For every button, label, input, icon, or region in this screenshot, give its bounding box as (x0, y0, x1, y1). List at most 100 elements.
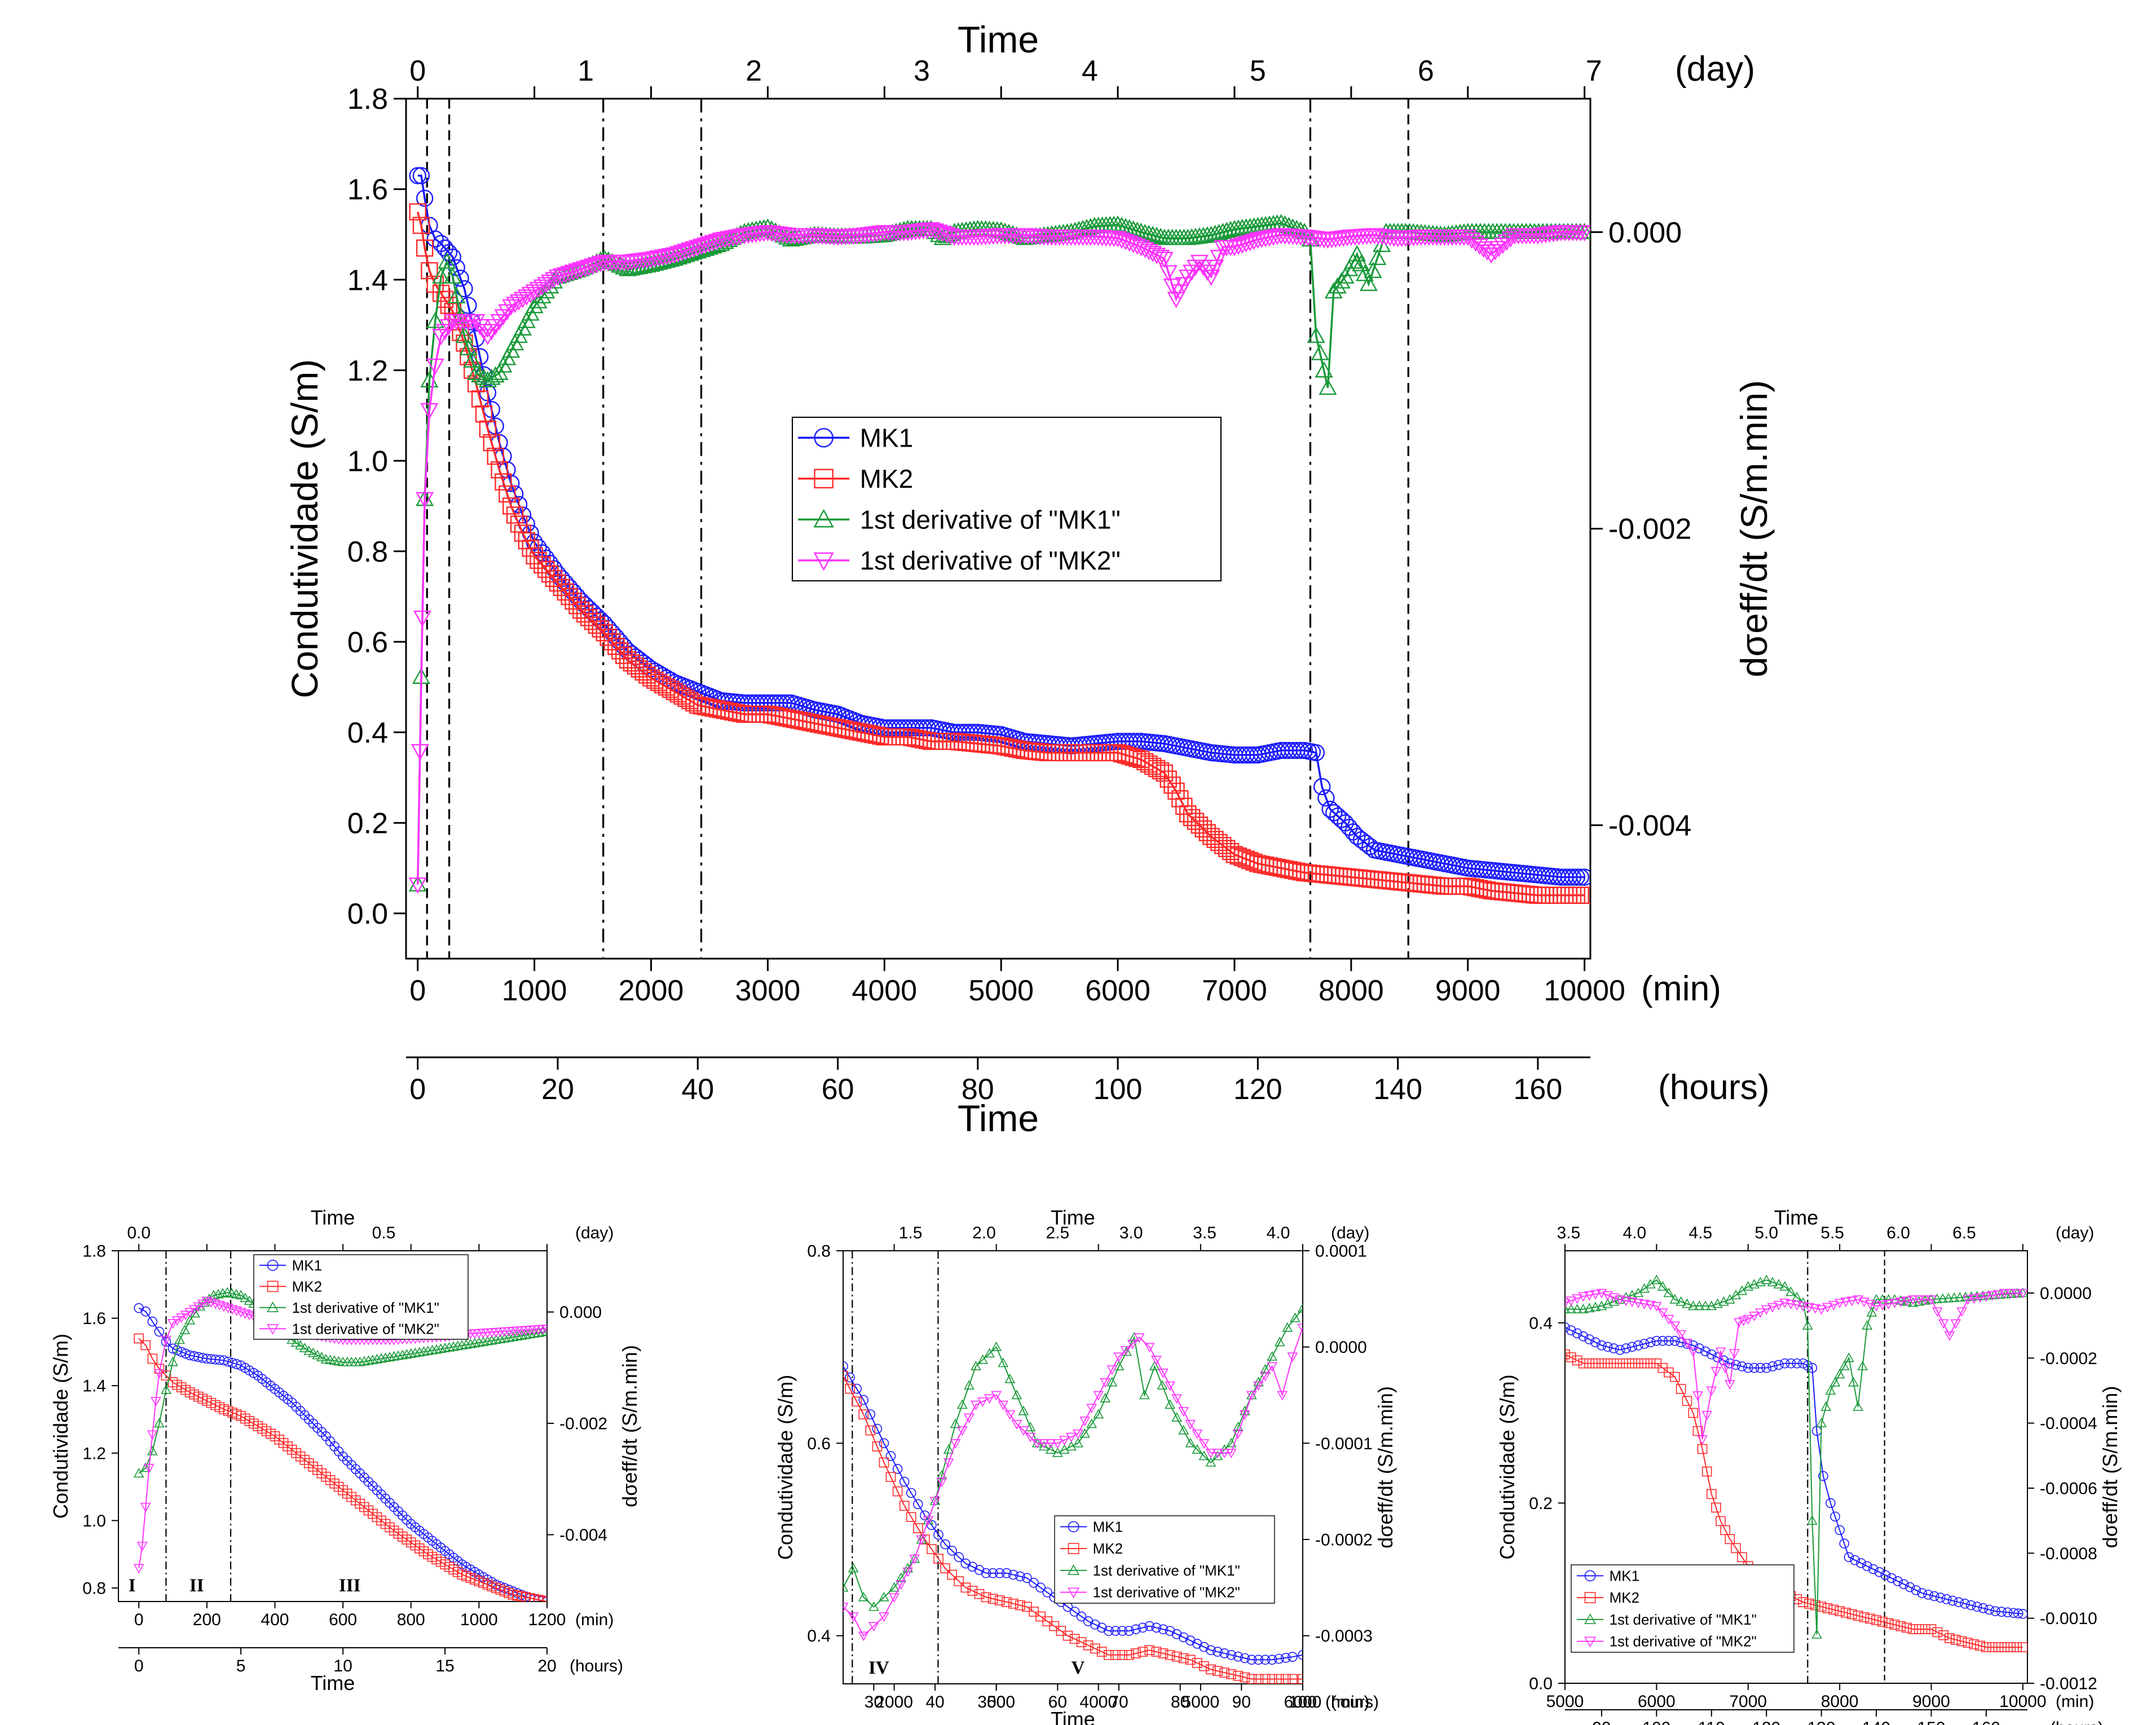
data-point (1767, 1277, 1778, 1286)
data-point (384, 1352, 395, 1362)
data-point (940, 1539, 950, 1550)
data-point (971, 1400, 981, 1410)
hour-tick-label: 100 (1094, 1073, 1143, 1106)
legend-box (791, 416, 1222, 582)
x-tick-label: 2000 (875, 1693, 913, 1711)
y2-tick-label: -0.0002 (2040, 1349, 2097, 1368)
x-tick-label: 6000 (1638, 1692, 1676, 1711)
x-unit-min: (min) (575, 1611, 614, 1629)
data-point (393, 1350, 404, 1360)
data-point (1687, 1300, 1699, 1311)
data-point (1288, 1652, 1298, 1662)
data-point (1804, 1599, 1814, 1609)
data-point (235, 1308, 246, 1318)
data-point (1895, 1298, 1906, 1307)
y-tick-label: 0.2 (1529, 1494, 1553, 1513)
data-point (1086, 1404, 1097, 1414)
data-point (1045, 1439, 1056, 1449)
data-point (439, 319, 458, 336)
data-point (700, 236, 718, 253)
data-point (244, 1295, 255, 1305)
y2-tick-label: -0.0003 (1315, 1627, 1373, 1645)
data-point (147, 1316, 158, 1327)
series-line (138, 1307, 547, 1602)
data-point (646, 254, 664, 271)
data-point (2005, 1289, 2016, 1299)
data-point (1097, 1622, 1107, 1633)
data-point (1298, 1674, 1303, 1684)
data-point (1920, 1295, 1931, 1305)
data-point (1253, 1674, 1264, 1684)
data-point (1597, 1358, 1607, 1369)
data-point (1206, 1664, 1216, 1675)
data-point (879, 1438, 889, 1449)
bottom-axis-title: Time (958, 1097, 1039, 1139)
data-point (1361, 838, 1379, 855)
day-tick-label: 5 (1250, 55, 1266, 87)
data-point (1862, 1561, 1872, 1572)
data-point (1225, 240, 1244, 257)
data-point (1645, 1337, 1656, 1348)
data-point (1008, 1598, 1019, 1609)
data-point (1131, 1624, 1141, 1635)
data-point (1999, 1289, 2010, 1299)
data-point (996, 222, 1015, 239)
hour-tick-label: 140 (1862, 1719, 1890, 1725)
data-point (363, 1355, 374, 1365)
data-point (1319, 378, 1337, 395)
data-point (421, 262, 438, 280)
data-point (1288, 1674, 1298, 1684)
hour-tick-label: 50 (987, 1693, 1006, 1711)
data-point (1657, 1308, 1668, 1318)
data-point (1990, 1606, 2000, 1616)
data-point (1290, 1312, 1300, 1322)
data-point (525, 297, 544, 314)
data-point (1267, 1674, 1277, 1684)
day-tick-label: 3.0 (1119, 1224, 1143, 1242)
data-point (463, 351, 482, 368)
series-dMK2 (408, 222, 1590, 894)
data-point (766, 222, 785, 239)
data-point (1944, 1331, 1955, 1341)
data-point (525, 1593, 535, 1602)
data-point (1707, 1349, 1717, 1360)
data-point (1011, 1420, 1022, 1430)
data-point (1886, 1573, 1897, 1583)
data-point (909, 1554, 920, 1564)
data-point (1877, 1294, 1888, 1304)
data-point (872, 1441, 883, 1452)
data-point (696, 237, 715, 254)
data-point (1004, 1373, 1016, 1383)
x-tick-label: 10000 (1999, 1692, 2046, 1711)
data-point (1844, 1552, 1854, 1563)
legend-marker (267, 1281, 279, 1292)
data-point (1972, 1602, 1982, 1612)
legend-marker (1584, 1592, 1596, 1604)
legend: MK1 MK2 1st derivative of "MK1" 1st derivat… (1054, 1515, 1275, 1604)
data-point (1743, 1314, 1754, 1325)
data-point (922, 222, 941, 239)
data-point (872, 1423, 883, 1434)
data-point (1602, 1342, 1613, 1352)
data-point (467, 363, 486, 380)
data-point (455, 327, 474, 343)
data-point (1273, 1653, 1284, 1664)
data-point (418, 1346, 429, 1356)
data-point (950, 1418, 961, 1428)
data-point (1260, 1371, 1271, 1382)
data-point (974, 1565, 985, 1575)
data-point (541, 1325, 547, 1334)
data-point (1572, 868, 1589, 886)
data-point (1597, 1340, 1607, 1351)
data-point (868, 1622, 879, 1632)
data-point (469, 1338, 480, 1348)
x-tick-label: 7000 (1729, 1692, 1767, 1711)
data-point (892, 1464, 903, 1474)
data-point (1627, 1358, 1637, 1369)
data-point (1874, 1567, 1885, 1577)
data-point (1969, 1639, 1979, 1649)
data-point (174, 1334, 185, 1344)
data-point (444, 1342, 455, 1352)
data-point (1697, 1435, 1708, 1445)
legend-label: MK2 (1093, 1540, 1123, 1557)
